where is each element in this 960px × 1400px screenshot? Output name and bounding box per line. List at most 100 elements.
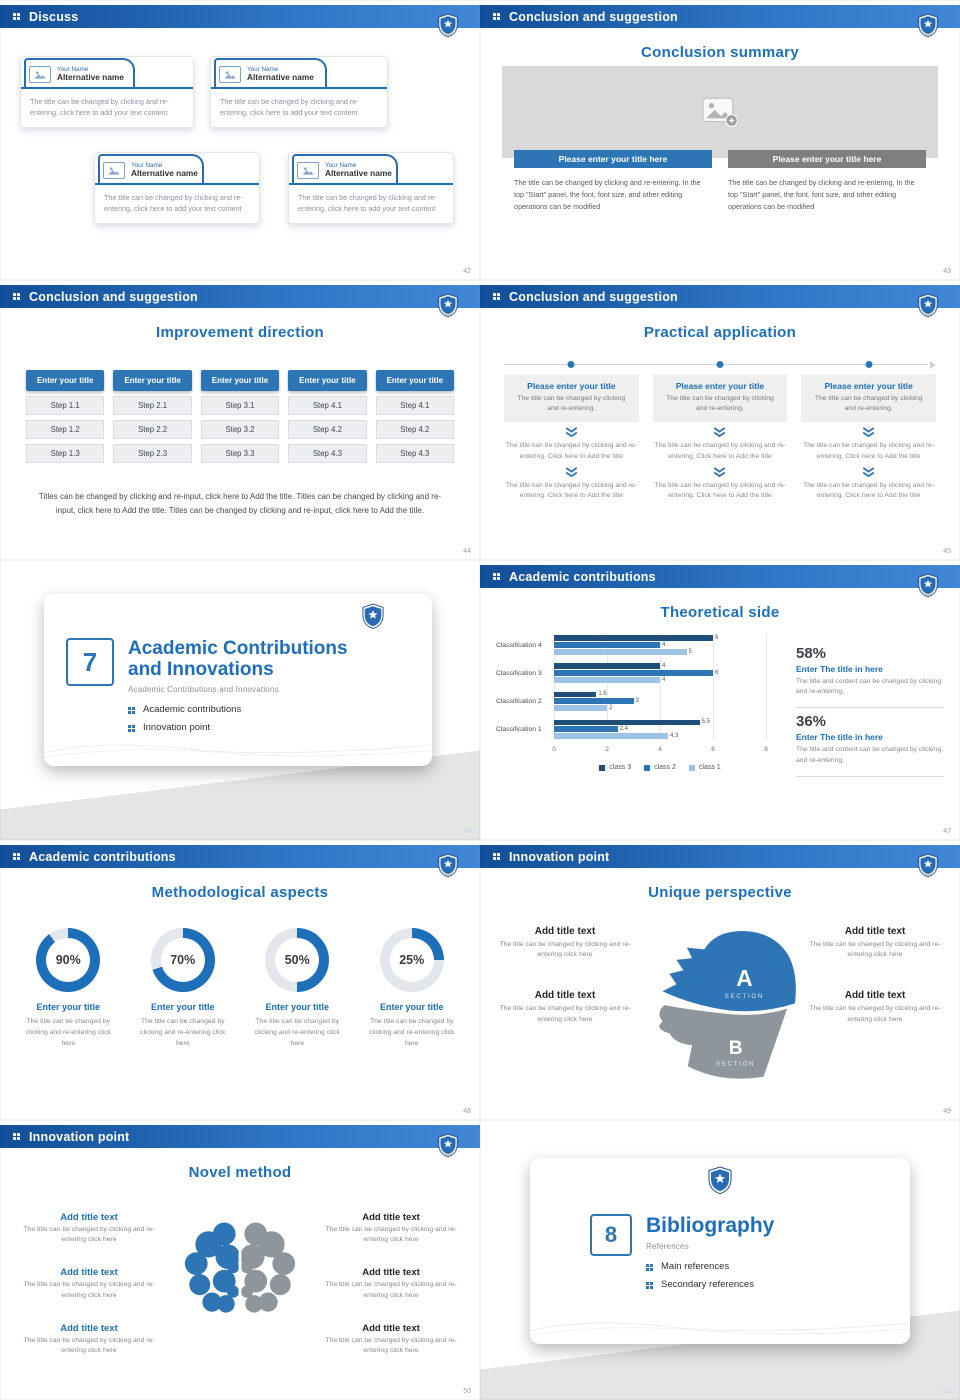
- header-title: Conclusion and suggestion: [29, 289, 198, 304]
- item-body: The title can be changed by clicking and…: [325, 1226, 457, 1244]
- timeline-dot: [865, 361, 873, 368]
- title-button-blue[interactable]: Please enter your title here: [514, 150, 712, 168]
- practical-column: Please enter your title The title can be…: [652, 374, 788, 501]
- item-title: Add title text: [362, 1267, 420, 1279]
- bullet-label: Academic contributions: [143, 703, 242, 715]
- page-number: 51: [943, 1388, 951, 1395]
- column-title-button[interactable]: Enter your title: [200, 370, 280, 391]
- text-item[interactable]: Add title text The title can be changed …: [316, 1323, 466, 1356]
- header-title: Innovation point: [509, 849, 610, 864]
- shield-logo-icon: [362, 603, 384, 629]
- slide-header: Innovation point: [0, 1125, 480, 1148]
- practical-column: Please enter your title The title can be…: [504, 374, 639, 501]
- column-title-button[interactable]: Enter your title: [113, 370, 192, 391]
- slide-section-8: 8 Bibliography References Main reference…: [480, 1120, 960, 1400]
- column-title-button[interactable]: Enter your title: [288, 370, 367, 391]
- slide-discuss: Discuss Your Name Alternative name The t…: [0, 0, 480, 280]
- section-card: 8 Bibliography References Main reference…: [530, 1158, 910, 1344]
- item-body: The title can be changed by clicking and…: [809, 1005, 941, 1023]
- left-text-column: Add title text The title can be changed …: [490, 926, 640, 1025]
- section-bullet[interactable]: Academic contributions: [128, 704, 348, 715]
- donut-body: The title can be changed by clicking and…: [369, 1018, 455, 1047]
- page-number: 49: [943, 1108, 951, 1115]
- title-box[interactable]: Please enter your title The title can be…: [801, 374, 936, 423]
- slide-title: Practical application: [643, 324, 797, 341]
- card-body-text: The title can be changed by clicking and…: [298, 193, 437, 214]
- column-title-button[interactable]: Enter your title: [375, 370, 454, 391]
- item-title: Add title text: [362, 1322, 420, 1334]
- donut-title: Enter your title: [150, 1002, 215, 1012]
- donut-chart: 50%: [265, 928, 330, 992]
- column-title-button[interactable]: Enter your title: [26, 370, 105, 391]
- folder-card-tab: Your Name Alternative name: [211, 57, 387, 89]
- folder-card[interactable]: Your Name Alternative name The title can…: [94, 152, 260, 225]
- squares-icon: [13, 293, 20, 300]
- text-item[interactable]: Add title text The title can be changed …: [490, 990, 640, 1024]
- header-title: Innovation point: [29, 1129, 130, 1144]
- text-item[interactable]: Add title text The title can be changed …: [14, 1212, 164, 1245]
- double-chevron-down-icon: [862, 427, 875, 438]
- section-bullet[interactable]: Main references: [646, 1261, 774, 1272]
- text-item[interactable]: Add title text The title can be changed …: [800, 990, 950, 1024]
- step-cell: Step 4.1: [288, 396, 367, 415]
- item-title: Add title text: [60, 1322, 118, 1334]
- card-name: Alternative name: [325, 167, 392, 178]
- donut-item: 25% Enter your title The title can be ch…: [362, 928, 463, 1050]
- donut-item: 70% Enter your title The title can be ch…: [133, 928, 234, 1050]
- image-icon: [219, 65, 241, 83]
- header-title: Conclusion and suggestion: [509, 289, 678, 304]
- summary-paragraph: The title can be changed by clicking and…: [728, 178, 915, 212]
- donut-body: The title can be changed by clicking and…: [25, 1018, 111, 1047]
- donut-percentage: 25%: [399, 953, 425, 967]
- box-title: Please enter your title: [527, 381, 616, 391]
- brain-graphic: [184, 1219, 296, 1324]
- item-title: Add title text: [534, 990, 596, 1002]
- step-cell: Step 2.1: [113, 396, 192, 415]
- step-paragraph: The title can be changed by clicking and…: [803, 442, 935, 460]
- folder-card[interactable]: Your Name Alternative name The title can…: [210, 56, 388, 129]
- step-cell: Step 3.1: [200, 396, 280, 415]
- step-cell: Step 4.3: [375, 444, 454, 463]
- squares-icon: [128, 724, 135, 732]
- folder-card[interactable]: Your Name Alternative name The title can…: [20, 56, 194, 129]
- step-cell: Step 4.1: [375, 396, 454, 415]
- shield-logo-icon: [918, 293, 938, 317]
- text-item[interactable]: Add title text The title can be changed …: [800, 926, 950, 960]
- box-subtitle: The title can be changed by clicking and…: [814, 395, 923, 413]
- donut-title: Enter your title: [379, 1002, 444, 1012]
- slide-header: Academic contributions: [0, 845, 480, 868]
- header-title: Discuss: [29, 9, 79, 24]
- donut-chart: 70%: [150, 928, 215, 992]
- title-box[interactable]: Please enter your title The title can be…: [504, 374, 639, 423]
- page-number: 48: [463, 1108, 471, 1115]
- section-title-line1: Academic Contributions: [128, 638, 348, 659]
- slide-header: Conclusion and suggestion: [0, 285, 480, 308]
- section-bullet[interactable]: Innovation point: [128, 722, 348, 733]
- step-cell: Step 2.2: [113, 420, 192, 439]
- folder-card[interactable]: Your Name Alternative name The title can…: [288, 152, 454, 225]
- stat-percentage: 36%: [796, 713, 827, 731]
- slide-methodological-aspects: Academic contributions Methodological as…: [0, 840, 480, 1120]
- slide-header: Innovation point: [480, 845, 960, 868]
- stat-block: 36% Enter The title in here The title an…: [796, 708, 944, 777]
- text-item[interactable]: Add title text The title can be changed …: [14, 1323, 164, 1356]
- step-paragraph: The title can be changed by clicking and…: [505, 481, 637, 499]
- bullet-label: Innovation point: [143, 721, 211, 733]
- page-number: 45: [943, 548, 951, 555]
- donut-item: 50% Enter your title The title can be ch…: [247, 928, 348, 1050]
- donut-item: 90% Enter your title The title can be ch…: [18, 928, 119, 1050]
- text-item[interactable]: Add title text The title can be changed …: [316, 1267, 466, 1300]
- shield-logo-icon: [708, 1166, 732, 1194]
- image-placeholder[interactable]: [502, 66, 938, 158]
- card-top-label: Your Name: [325, 161, 357, 169]
- text-item[interactable]: Add title text The title can be changed …: [14, 1267, 164, 1300]
- slide-header: Conclusion and suggestion: [480, 5, 960, 28]
- title-box[interactable]: Please enter your title The title can be…: [652, 374, 788, 423]
- item-body: The title can be changed by clicking and…: [23, 1281, 155, 1299]
- text-item[interactable]: Add title text The title can be changed …: [316, 1212, 466, 1245]
- donut-title: Enter your title: [36, 1002, 100, 1012]
- text-item[interactable]: Add title text The title can be changed …: [490, 926, 640, 960]
- section-bullet[interactable]: Secondary references: [646, 1279, 774, 1290]
- bar-chart-legend: class 3 class 2 class 1: [554, 764, 766, 771]
- title-button-gray[interactable]: Please enter your title here: [728, 150, 926, 168]
